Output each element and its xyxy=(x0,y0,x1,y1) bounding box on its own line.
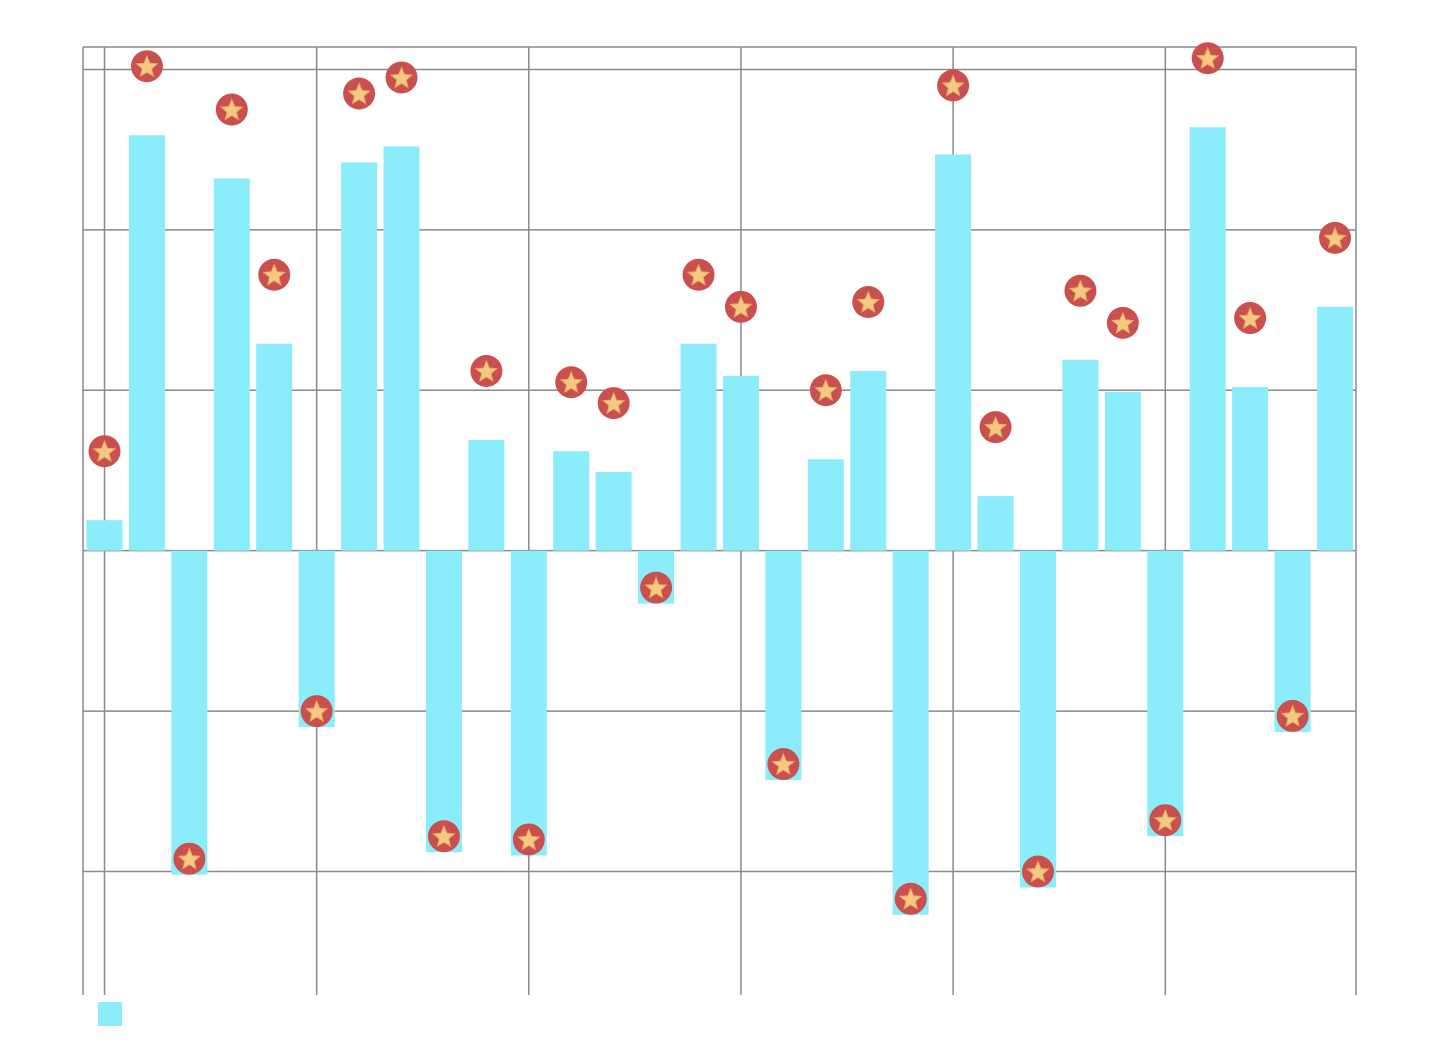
bar xyxy=(425,550,462,853)
bar-marker xyxy=(937,69,970,102)
bar xyxy=(1019,550,1056,888)
marker-star xyxy=(1238,306,1262,330)
bar-marker xyxy=(1191,42,1224,75)
bar-marker xyxy=(852,286,885,319)
marker-star xyxy=(389,66,414,89)
marker-star xyxy=(983,415,1008,439)
marker-star xyxy=(262,263,286,286)
bar xyxy=(807,459,844,551)
marker-star xyxy=(432,824,456,848)
bar xyxy=(1189,127,1226,551)
marker-star xyxy=(1195,46,1220,70)
bar-marker xyxy=(555,366,588,399)
marker-star xyxy=(771,752,796,776)
bar xyxy=(86,520,123,551)
marker-star xyxy=(856,290,880,313)
bar xyxy=(1147,550,1184,837)
bar-marker xyxy=(1021,855,1054,888)
marker-star xyxy=(517,828,541,851)
bar xyxy=(256,343,293,551)
bar xyxy=(171,550,208,875)
bar-marker xyxy=(640,571,673,604)
bar-marker xyxy=(724,290,757,323)
marker-star xyxy=(135,54,159,78)
marker-star xyxy=(601,391,626,415)
bar-marker xyxy=(1064,274,1097,307)
bar-marker xyxy=(894,882,927,915)
bar xyxy=(128,135,165,551)
marker-star xyxy=(729,295,753,318)
bar-marker xyxy=(173,842,206,875)
bar-marker xyxy=(809,374,842,407)
bar-marker xyxy=(1234,302,1267,335)
bar-marker xyxy=(215,93,248,126)
bar xyxy=(850,371,887,551)
bar-marker xyxy=(682,258,715,291)
bar xyxy=(510,550,547,856)
bar-marker xyxy=(597,387,630,420)
bar xyxy=(383,146,420,551)
marker-star xyxy=(941,74,965,97)
marker-star xyxy=(1323,226,1347,249)
bar xyxy=(341,162,378,551)
bar-marker xyxy=(130,50,163,83)
marker-star xyxy=(644,576,668,599)
bar xyxy=(553,451,590,551)
marker-star xyxy=(686,263,711,286)
bar-marker xyxy=(1276,699,1309,732)
y-tick-label: -1 xyxy=(61,702,75,719)
marker-star xyxy=(1026,860,1050,883)
bar xyxy=(595,472,632,551)
bar xyxy=(1062,359,1099,551)
marker-star xyxy=(814,378,838,402)
bar xyxy=(765,550,802,781)
marker-star xyxy=(177,847,202,870)
bar-marker xyxy=(385,61,418,94)
bar xyxy=(977,496,1014,551)
marker-star xyxy=(220,98,244,121)
bar-marker xyxy=(1319,221,1351,254)
bar-marker xyxy=(470,354,503,387)
bar xyxy=(1317,306,1353,551)
bar-marker xyxy=(512,823,545,856)
bar-marker xyxy=(1106,306,1139,339)
y-tick-label: 2 xyxy=(66,221,75,238)
bar xyxy=(722,375,759,551)
bar-marker xyxy=(300,695,333,728)
marker-star xyxy=(1068,279,1093,302)
marker-star xyxy=(304,699,329,723)
bar-marker xyxy=(88,435,121,468)
marker-star xyxy=(347,82,371,105)
marker-star xyxy=(1153,808,1177,832)
bar xyxy=(468,439,505,551)
bar-marker xyxy=(427,820,460,853)
bar xyxy=(1232,387,1269,551)
bar-marker xyxy=(979,411,1012,444)
bar xyxy=(1104,391,1141,551)
marker-star xyxy=(1280,704,1305,727)
bar xyxy=(892,550,929,915)
bar xyxy=(680,343,717,551)
bar-marker xyxy=(343,77,376,110)
marker-star xyxy=(898,887,923,910)
marker-star xyxy=(474,359,499,382)
bar-marker xyxy=(767,748,800,781)
marker-star xyxy=(559,370,583,394)
y-tick-label: 1 xyxy=(66,381,75,398)
marker-star xyxy=(1111,311,1135,334)
y-tick-label: 0 xyxy=(66,542,75,559)
bar-marker xyxy=(258,258,291,291)
y-tick-label: -2 xyxy=(61,863,75,880)
bar xyxy=(213,178,250,551)
bar xyxy=(935,154,972,551)
legend-swatch xyxy=(98,1002,122,1026)
marker-star xyxy=(92,439,117,463)
y-tick-label: 3 xyxy=(66,61,75,78)
bar-marker xyxy=(1149,804,1182,837)
